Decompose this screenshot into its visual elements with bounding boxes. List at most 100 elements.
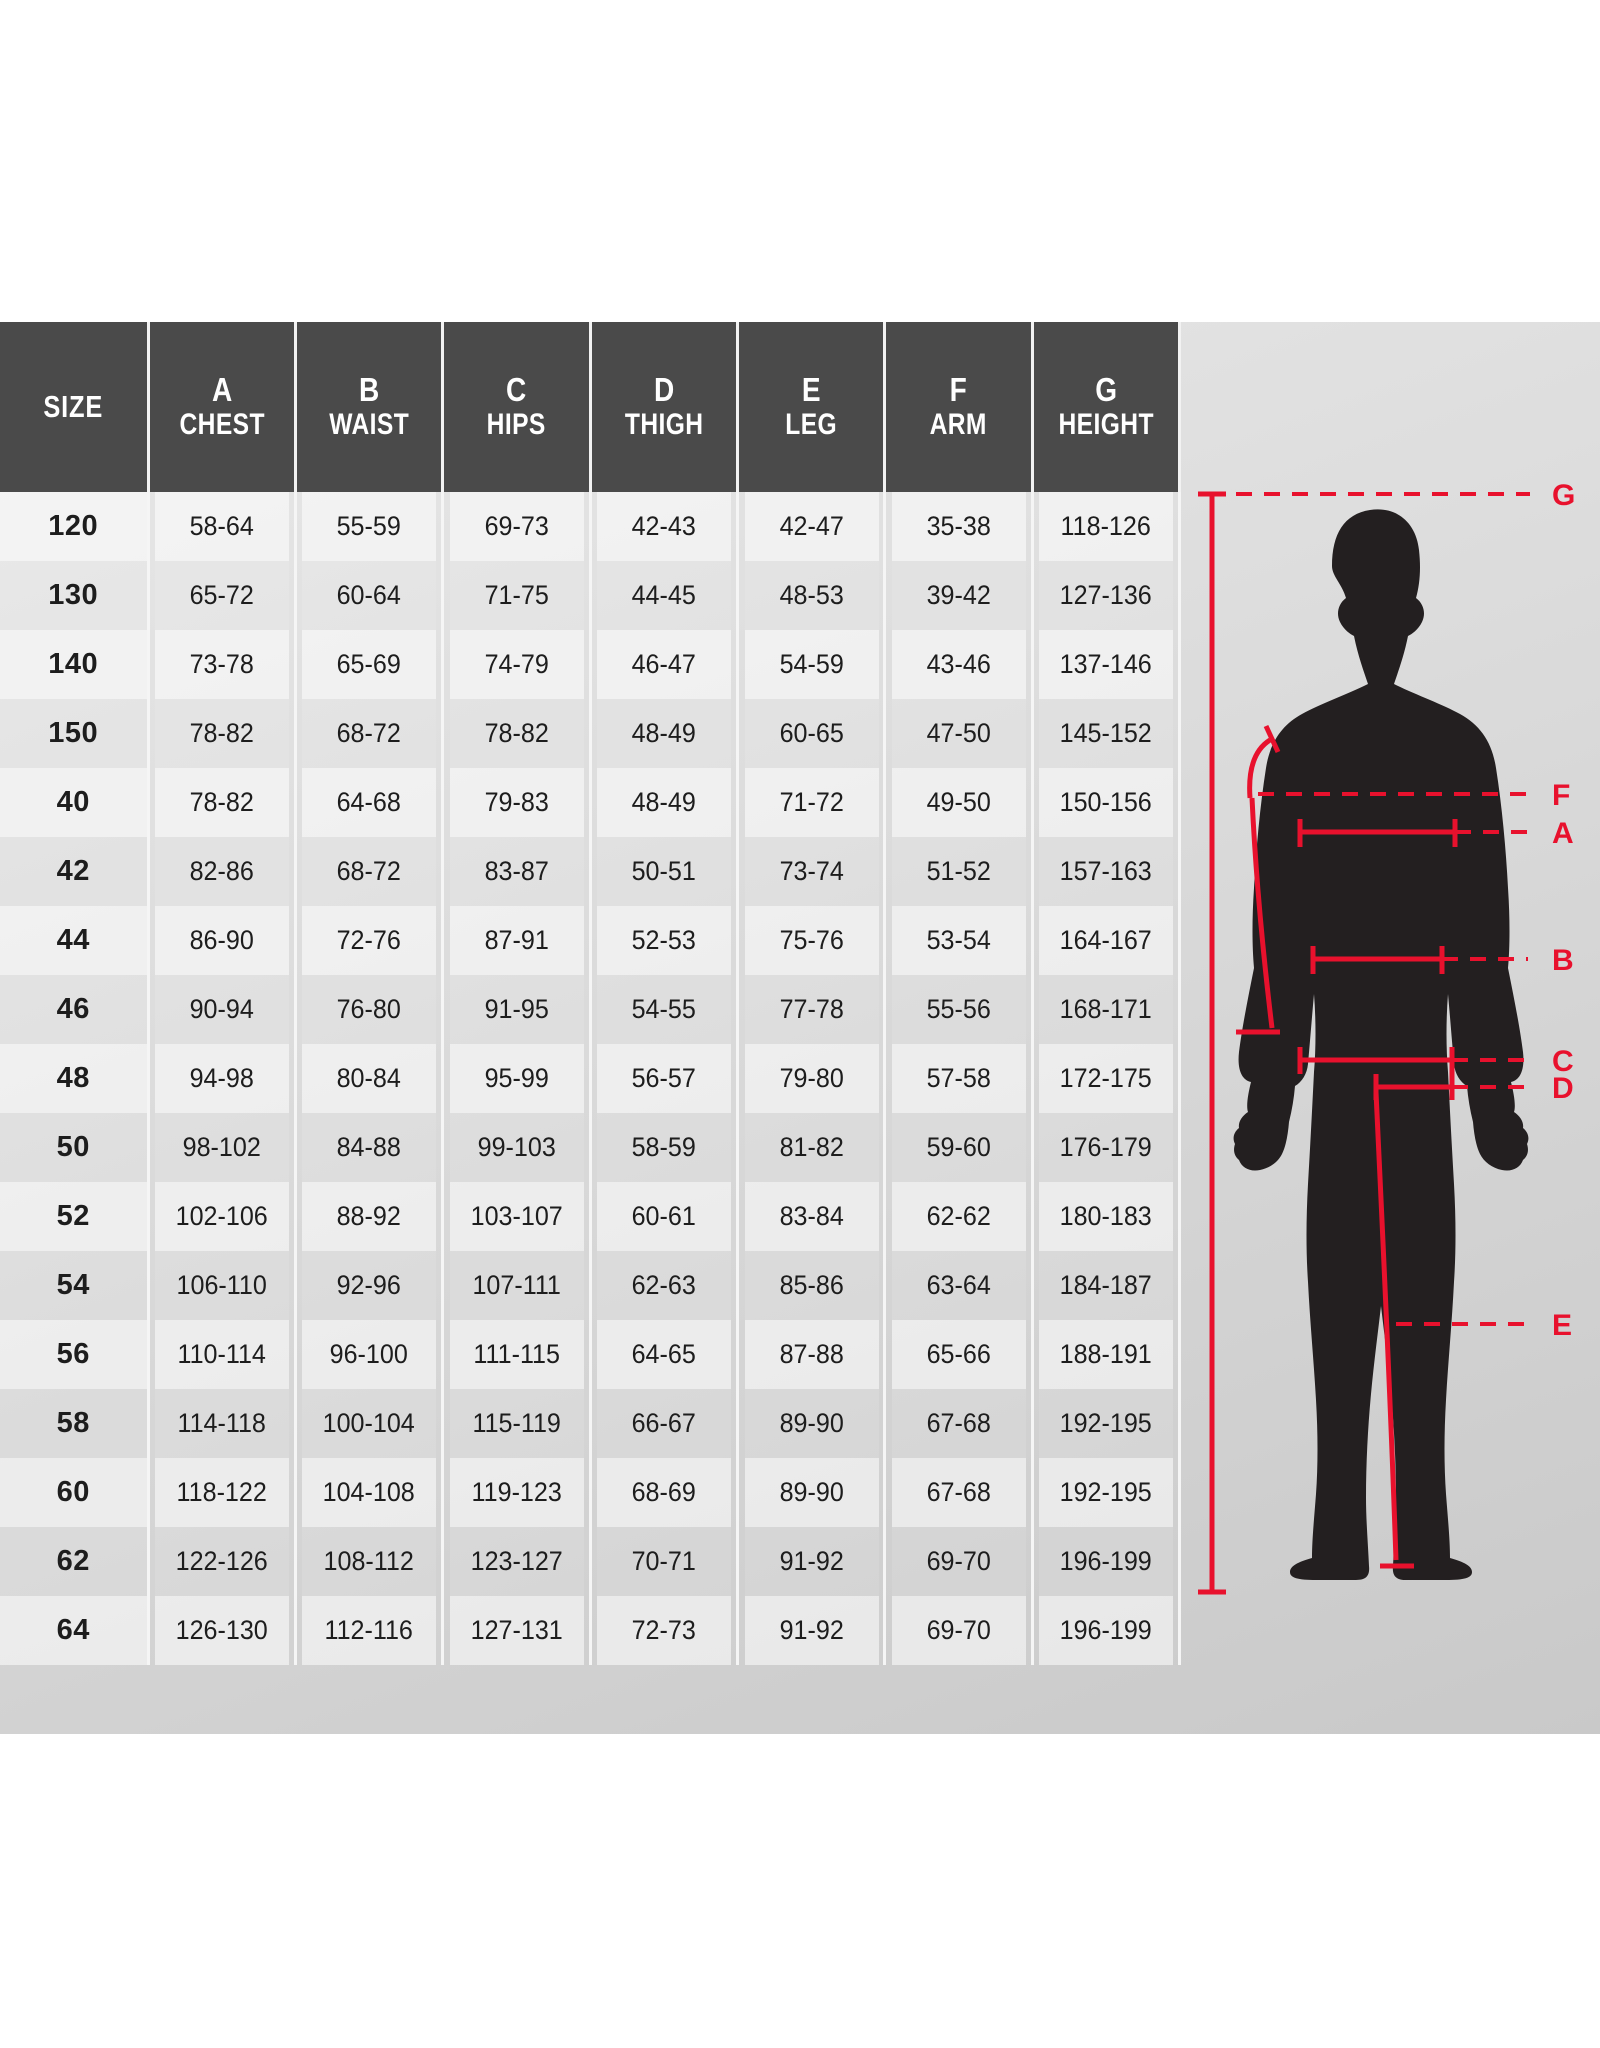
table-row: 52 102-106 88-92 103-107 60-61 83-84 62-62 180-…	[0, 1182, 1180, 1251]
cell-arm: 63-64	[890, 1251, 1029, 1320]
cell-size: 50	[0, 1113, 150, 1182]
cell-hips: 127-131	[447, 1596, 587, 1665]
cell-thigh: 70-71	[595, 1527, 734, 1596]
cell-leg: 83-84	[742, 1182, 882, 1251]
header-waist-letter: B	[358, 370, 380, 408]
column-header-leg: E LEG	[737, 322, 887, 492]
table-row: 44 86-90 72-76 87-91 52-53 75-76 53-54 164-167	[0, 906, 1180, 975]
cell-arm: 35-38	[890, 492, 1029, 561]
column-header-hips: C HIPS	[442, 322, 592, 492]
cell-leg: 54-59	[742, 630, 882, 699]
cell-chest: 82-86	[153, 837, 292, 906]
body-silhouette-icon	[1233, 509, 1529, 1581]
cell-height: 168-171	[1037, 975, 1176, 1044]
cell-waist: 68-72	[300, 837, 440, 906]
cell-arm: 55-56	[890, 975, 1029, 1044]
table-row: 58 114-118 100-104 115-119 66-67 89-90 67-68 19…	[0, 1389, 1180, 1458]
header-leg-letter: E	[801, 370, 821, 408]
header-height-label: HEIGHT	[1058, 407, 1154, 441]
cell-chest: 98-102	[153, 1113, 292, 1182]
cell-height: 145-152	[1037, 699, 1176, 768]
cell-hips: 71-75	[447, 561, 587, 630]
cell-thigh: 54-55	[595, 975, 734, 1044]
cell-thigh: 64-65	[595, 1320, 734, 1389]
cell-hips: 95-99	[447, 1044, 587, 1113]
cell-arm: 47-50	[890, 699, 1029, 768]
label-f: F	[1552, 779, 1570, 812]
cell-height: 196-199	[1037, 1527, 1176, 1596]
cell-size: 44	[0, 906, 150, 975]
cell-thigh: 48-49	[595, 699, 734, 768]
cell-height: 196-199	[1037, 1596, 1176, 1665]
label-e: E	[1552, 1309, 1572, 1342]
cell-height: 127-136	[1037, 561, 1176, 630]
cell-leg: 42-47	[742, 492, 882, 561]
cell-thigh: 60-61	[595, 1182, 734, 1251]
cell-chest: 86-90	[153, 906, 292, 975]
cell-chest: 114-118	[153, 1389, 292, 1458]
table-row: 64 126-130 112-116 127-131 72-73 91-92 69-70 19…	[0, 1596, 1180, 1665]
cell-size: 42	[0, 837, 150, 906]
cell-arm: 62-62	[890, 1182, 1029, 1251]
measure-c-hips: C	[1297, 1045, 1574, 1078]
cell-waist: 65-69	[300, 630, 440, 699]
column-header-waist: B WAIST	[295, 322, 445, 492]
label-c: C	[1552, 1045, 1574, 1078]
cell-hips: 115-119	[447, 1389, 587, 1458]
cell-chest: 102-106	[153, 1182, 292, 1251]
cell-arm: 53-54	[890, 906, 1029, 975]
label-a: A	[1552, 817, 1574, 850]
cell-size: 150	[0, 699, 150, 768]
cell-height: 184-187	[1037, 1251, 1176, 1320]
cell-hips: 83-87	[447, 837, 587, 906]
cell-height: 164-167	[1037, 906, 1176, 975]
cell-hips: 107-111	[447, 1251, 587, 1320]
cell-size: 46	[0, 975, 150, 1044]
cell-size: 54	[0, 1251, 150, 1320]
header-arm-letter: F	[950, 370, 968, 408]
table-row: 62 122-126 108-112 123-127 70-71 91-92 69-70 19…	[0, 1527, 1180, 1596]
cell-waist: 112-116	[300, 1596, 440, 1665]
table-row: 46 90-94 76-80 91-95 54-55 77-78 55-56 168-171	[0, 975, 1180, 1044]
cell-height: 157-163	[1037, 837, 1176, 906]
cell-chest: 110-114	[153, 1320, 292, 1389]
cell-waist: 104-108	[300, 1458, 440, 1527]
cell-size: 40	[0, 768, 150, 837]
column-header-size: SIZE	[0, 322, 150, 492]
table-body: 120 58-64 55-59 69-73 42-43 42-47 35-38 118-126…	[0, 492, 1180, 1665]
label-d: D	[1552, 1072, 1574, 1105]
cell-size: 120	[0, 492, 150, 561]
cell-size: 62	[0, 1527, 150, 1596]
cell-leg: 85-86	[742, 1251, 882, 1320]
table-row: 42 82-86 68-72 83-87 50-51 73-74 51-52 157-163	[0, 837, 1180, 906]
cell-waist: 76-80	[300, 975, 440, 1044]
cell-height: 172-175	[1037, 1044, 1176, 1113]
cell-size: 60	[0, 1458, 150, 1527]
header-arm-label: ARM	[930, 407, 988, 441]
column-header-height: G HEIGHT	[1032, 322, 1182, 492]
cell-waist: 92-96	[300, 1251, 440, 1320]
cell-thigh: 66-67	[595, 1389, 734, 1458]
table-row: 60 118-122 104-108 119-123 68-69 89-90 67-68 19…	[0, 1458, 1180, 1527]
cell-height: 180-183	[1037, 1182, 1176, 1251]
cell-leg: 71-72	[742, 768, 882, 837]
cell-hips: 123-127	[447, 1527, 587, 1596]
cell-size: 52	[0, 1182, 150, 1251]
measure-f-arm: F	[1236, 724, 1570, 1035]
header-chest-letter: A	[211, 370, 232, 408]
cell-hips: 99-103	[447, 1113, 587, 1182]
cell-thigh: 52-53	[595, 906, 734, 975]
cell-leg: 79-80	[742, 1044, 882, 1113]
cell-chest: 78-82	[153, 699, 292, 768]
cell-hips: 79-83	[447, 768, 587, 837]
header-chest-label: CHEST	[178, 407, 265, 441]
cell-thigh: 46-47	[595, 630, 734, 699]
table-head: SIZE A CHEST B WAIST C HIPS D THIGH	[0, 322, 1182, 492]
cell-height: 150-156	[1037, 768, 1176, 837]
table-row: 130 65-72 60-64 71-75 44-45 48-53 39-42 127-136	[0, 561, 1180, 630]
cell-chest: 122-126	[153, 1527, 292, 1596]
cell-size: 130	[0, 561, 150, 630]
cell-thigh: 58-59	[595, 1113, 734, 1182]
label-b: B	[1552, 944, 1574, 977]
cell-chest: 106-110	[153, 1251, 292, 1320]
